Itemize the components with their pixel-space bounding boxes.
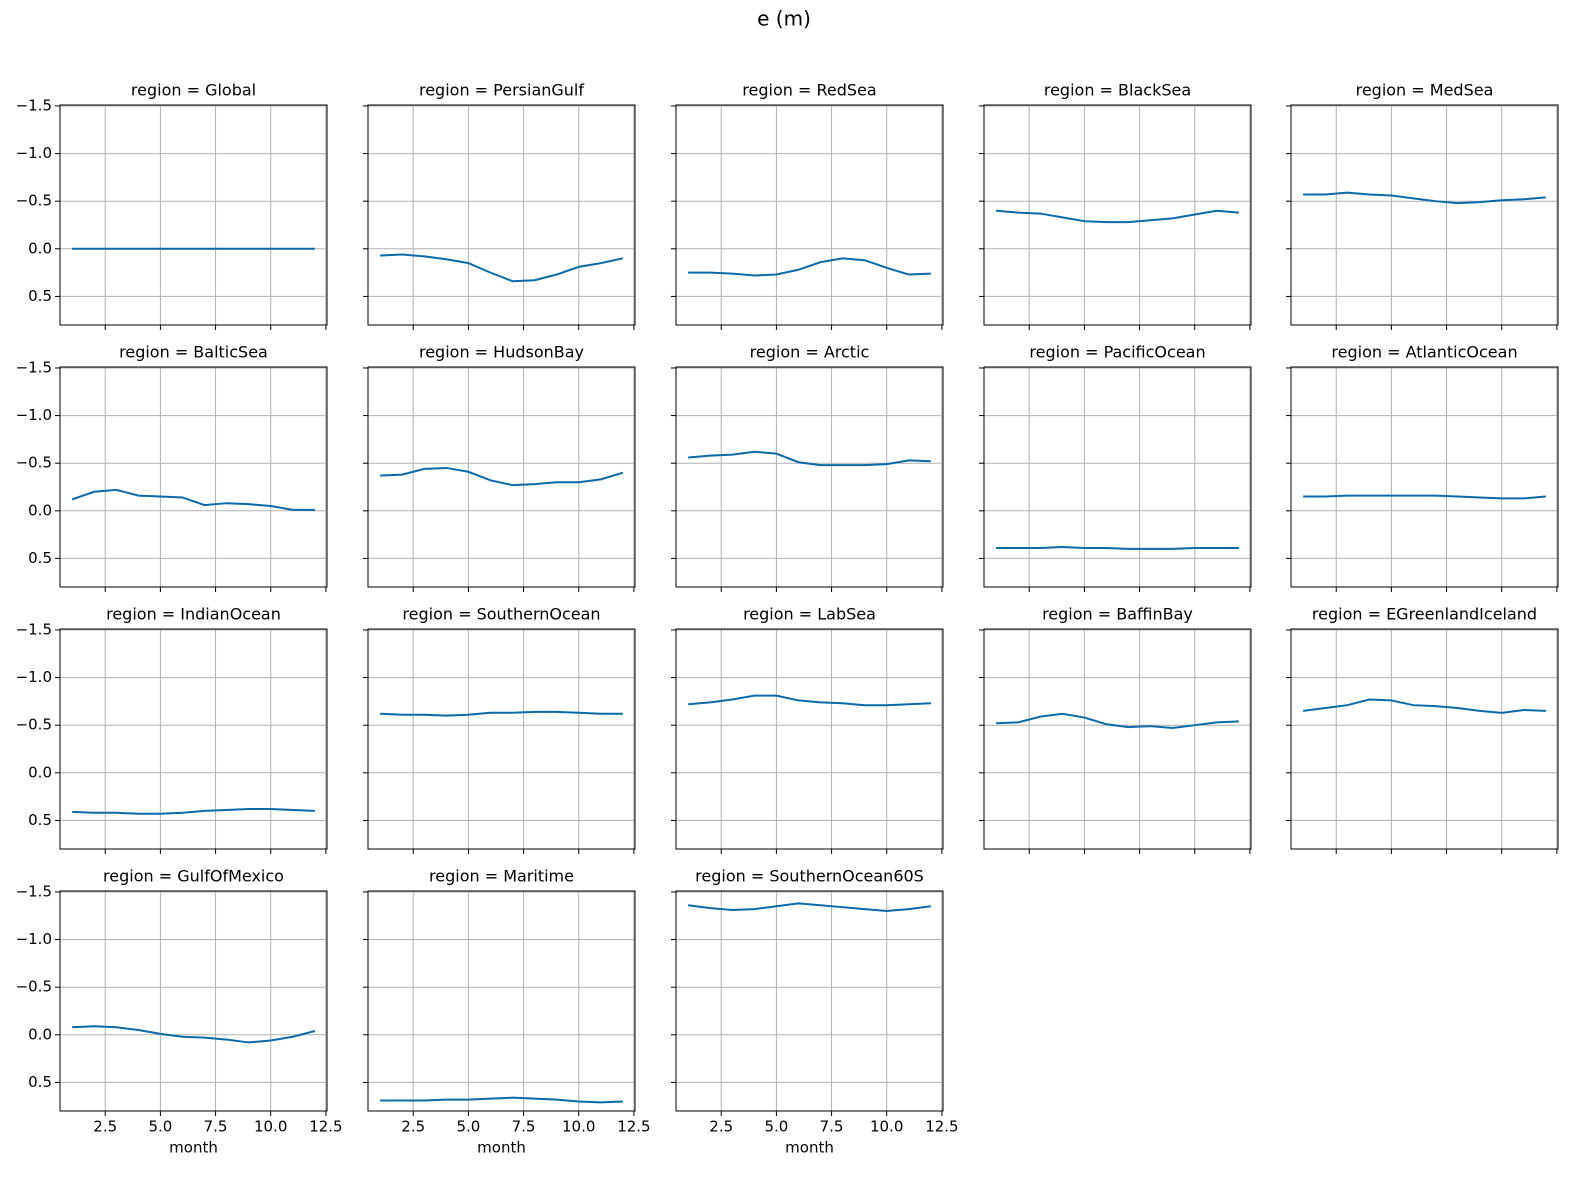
axes-frame xyxy=(1290,366,1559,588)
subplot-title: region = EGreenlandIceland xyxy=(1312,605,1537,624)
data-line xyxy=(996,209,1239,224)
subplot-title: region = Arctic xyxy=(750,343,870,362)
y-tick-label: 0.5 xyxy=(28,811,52,829)
subplot-title: region = LabSea xyxy=(743,605,876,624)
data-line xyxy=(380,253,624,283)
y-tick-label: 0.5 xyxy=(28,287,52,305)
axes-frame xyxy=(367,366,636,588)
axes-frame xyxy=(59,104,328,326)
y-tick-label: −0.5 xyxy=(16,716,52,734)
axes-frame xyxy=(367,104,636,326)
y-tick-label: −0.5 xyxy=(16,978,52,996)
subplot-title: region = PacificOcean xyxy=(1029,343,1205,362)
x-tick-label: 12.5 xyxy=(617,1118,650,1136)
axes-frame xyxy=(675,366,944,588)
data-line xyxy=(996,712,1239,730)
x-tick-label: 10.0 xyxy=(562,1118,595,1136)
x-axis-label: month xyxy=(785,1139,834,1157)
axes-frame xyxy=(59,628,328,850)
y-tick-label: −0.5 xyxy=(16,192,52,210)
data-line xyxy=(72,808,315,815)
subplot-title: region = SouthernOcean xyxy=(402,605,600,624)
x-tick-label: 10.0 xyxy=(870,1118,903,1136)
x-tick-label: 2.5 xyxy=(401,1118,425,1136)
subplot-title: region = RedSea xyxy=(742,81,876,100)
y-tick-label: 0.0 xyxy=(28,239,52,257)
y-tick-label: 0.0 xyxy=(28,763,52,781)
y-tick-label: 0.0 xyxy=(28,501,52,519)
data-line xyxy=(1303,698,1546,714)
axes-frame xyxy=(983,104,1252,326)
y-tick-label: −0.5 xyxy=(16,454,52,472)
x-tick-label: 5.0 xyxy=(148,1118,172,1136)
x-axis-label: month xyxy=(477,1139,526,1157)
x-tick-label: 12.5 xyxy=(925,1118,958,1136)
axes-frame xyxy=(367,890,636,1112)
x-tick-label: 7.5 xyxy=(820,1118,844,1136)
subplot-title: region = GulfOfMexico xyxy=(103,867,284,886)
axes-frame xyxy=(1290,628,1559,850)
subplot-title: region = BlackSea xyxy=(1044,81,1191,100)
y-tick-label: 0.0 xyxy=(28,1025,52,1043)
x-axis-label: month xyxy=(169,1139,218,1157)
axes-frame xyxy=(675,104,944,326)
subplot-title: region = BaffinBay xyxy=(1042,605,1193,624)
data-line xyxy=(688,257,931,277)
data-line xyxy=(688,694,931,707)
data-line xyxy=(380,710,623,717)
y-tick-label: 0.5 xyxy=(28,549,52,567)
data-line xyxy=(380,1096,623,1104)
data-line xyxy=(380,466,624,487)
data-line xyxy=(72,1025,316,1044)
axes-frame xyxy=(59,890,328,1112)
y-tick-label: −1.5 xyxy=(16,620,52,638)
x-tick-label: 2.5 xyxy=(709,1118,733,1136)
x-tick-label: 5.0 xyxy=(456,1118,480,1136)
axes-frame xyxy=(367,628,636,850)
y-tick-label: −1.0 xyxy=(16,406,52,424)
axes-frame xyxy=(983,366,1252,588)
y-tick-label: −1.5 xyxy=(16,358,52,376)
data-line xyxy=(996,545,1239,550)
y-tick-label: 0.5 xyxy=(28,1073,52,1091)
subplot-title: region = HudsonBay xyxy=(419,343,584,362)
x-tick-label: 7.5 xyxy=(512,1118,536,1136)
data-line xyxy=(688,450,931,467)
x-tick-label: 12.5 xyxy=(309,1118,342,1136)
axes-frame xyxy=(59,366,328,588)
y-tick-label: −1.5 xyxy=(16,882,52,900)
axes-frame xyxy=(675,890,944,1112)
y-tick-label: −1.0 xyxy=(16,930,52,948)
y-tick-label: −1.5 xyxy=(16,96,52,114)
data-line xyxy=(1303,191,1546,205)
data-line xyxy=(1303,494,1546,500)
subplot-title: region = IndianOcean xyxy=(106,605,281,624)
subplot-title: region = MedSea xyxy=(1356,81,1494,100)
y-tick-label: −1.0 xyxy=(16,668,52,686)
data-line xyxy=(688,902,931,913)
data-line xyxy=(71,488,315,511)
figure-title: e (m) xyxy=(757,7,811,31)
subplot-title: region = Global xyxy=(131,81,256,100)
axes-frame xyxy=(675,628,944,850)
axes-frame xyxy=(983,628,1252,850)
x-tick-label: 5.0 xyxy=(764,1118,788,1136)
x-tick-label: 10.0 xyxy=(254,1118,287,1136)
y-tick-label: −1.0 xyxy=(16,144,52,162)
subplot-title: region = AtlanticOcean xyxy=(1331,343,1517,362)
x-tick-label: 7.5 xyxy=(204,1118,228,1136)
subplot-title: region = Maritime xyxy=(429,867,574,886)
subplot-title: region = SouthernOcean60S xyxy=(695,867,924,886)
subplot-title: region = BalticSea xyxy=(119,343,268,362)
axes-frame xyxy=(1290,104,1559,326)
x-tick-label: 2.5 xyxy=(93,1118,117,1136)
subplot-title: region = PersianGulf xyxy=(419,81,584,100)
